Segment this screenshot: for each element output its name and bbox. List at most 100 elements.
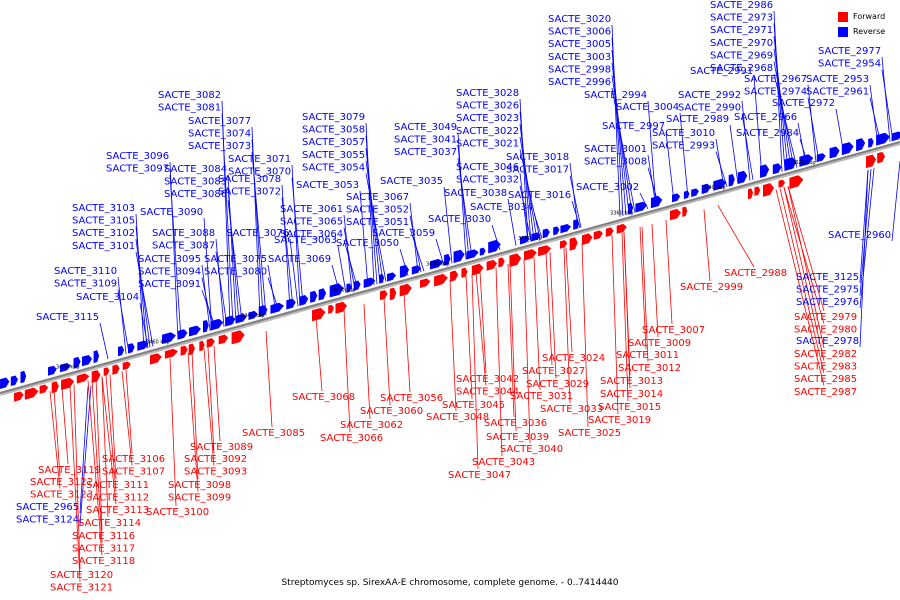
forward-leader <box>169 357 177 507</box>
reverse-gene-label: SACTE_3110 <box>54 266 117 277</box>
forward-gene-label: SACTE_3047 <box>448 470 511 481</box>
reverse-gene-label: SACTE_3109 <box>54 279 117 290</box>
reverse-leader <box>227 187 240 323</box>
reverse-leader <box>251 152 267 316</box>
reverse-gene <box>799 154 814 167</box>
reverse-gene <box>346 283 352 293</box>
forward-leader <box>523 259 531 444</box>
reverse-gene-label: SACTE_3086 <box>164 189 227 200</box>
forward-swatch <box>838 11 848 22</box>
reverse-gene <box>841 142 854 156</box>
reverse-gene <box>453 249 465 263</box>
forward-leader <box>121 371 133 466</box>
reverse-gene-label: SACTE_3006 <box>548 27 611 38</box>
forward-gene <box>180 345 188 356</box>
reverse-gene <box>868 138 874 148</box>
reverse-gene-label: SACTE_3017 <box>506 165 569 176</box>
reverse-gene-label: SACTE_3046 <box>456 162 519 173</box>
forward-gene <box>560 240 568 249</box>
reverse-leader <box>519 149 541 240</box>
forward-gene <box>866 154 877 168</box>
forward-gene-label: SACTE_3089 <box>190 442 253 453</box>
reverse-leader <box>221 113 234 325</box>
forward-gene-label: SACTE_3068 <box>292 392 355 403</box>
reverse-swatch <box>838 26 848 37</box>
reverse-gene-label: SACTE_2994 <box>584 90 647 101</box>
reverse-gene-label: SACTE_2967 <box>744 74 807 85</box>
forward-leader <box>87 380 103 556</box>
reverse-gene <box>48 365 57 376</box>
forward-gene-label: SACTE_2987 <box>794 387 857 398</box>
reverse-gene-label: SACTE_3076 <box>226 228 289 239</box>
reverse-gene-label: SACTE_3069 <box>268 254 331 265</box>
reverse-gene-label: SACTE_3037 <box>394 147 457 158</box>
forward-gene <box>434 273 448 287</box>
forward-gene-label: SACTE_3093 <box>184 467 247 478</box>
axis-tick-label: 3420 kbp <box>332 288 356 294</box>
reverse-gene-label: SACTE_3070 <box>228 167 291 178</box>
reverse-leader <box>859 169 869 284</box>
forward-gene-label: SACTE_2982 <box>794 349 857 360</box>
forward-gene <box>420 278 431 288</box>
reverse-leader <box>289 238 299 307</box>
forward-gene <box>14 391 24 402</box>
reverse-leader <box>365 160 384 283</box>
forward-leader <box>475 272 487 386</box>
reverse-gene-label: SACTE_3010 <box>652 128 715 139</box>
reverse-gene-label: SACTE_3034 <box>470 202 533 213</box>
reverse-gene <box>236 313 247 324</box>
forward-leader <box>207 347 215 454</box>
reverse-gene <box>876 132 890 146</box>
reverse-gene <box>628 202 634 215</box>
forward-gene-label: SACTE_3044 <box>456 387 519 398</box>
forward-gene-label: SACTE_3031 <box>510 391 573 402</box>
reverse-leader <box>79 385 92 526</box>
reverse-gene-label: SACTE_3079 <box>302 112 365 123</box>
reverse-gene-label: SACTE_3003 <box>548 52 611 63</box>
forward-leader <box>109 374 117 480</box>
label-leader-lines <box>49 10 900 582</box>
reverse-gene-label: SACTE_3050 <box>336 238 399 249</box>
reverse-gene-label: SACTE_3072 <box>218 187 281 198</box>
reverse-gene-label: SACTE_3041 <box>394 135 457 146</box>
reverse-leader <box>611 87 636 213</box>
reverse-gene <box>520 235 530 245</box>
reverse-gene <box>713 178 727 191</box>
forward-gene-label: SACTE_3025 <box>558 428 621 439</box>
forward-gene-label: SACTE_3066 <box>320 433 383 444</box>
reverse-leader <box>457 158 473 258</box>
forward-gene-label: SACTE_3015 <box>598 402 661 413</box>
forward-gene-label: SACTE_3033 <box>540 404 603 415</box>
forward-gene <box>231 330 245 345</box>
forward-leader <box>611 234 619 415</box>
reverse-leader <box>169 174 182 339</box>
reverse-gene-label: SACTE_2968 <box>710 63 773 74</box>
reverse-gene-label: SACTE_3095 <box>138 254 201 265</box>
forward-gene-label: SACTE_3014 <box>600 389 663 400</box>
forward-gene-label: SACTE_3107 <box>102 467 165 478</box>
reverse-leader <box>227 200 243 322</box>
forward-gene <box>486 259 498 271</box>
reverse-gene-label: SACTE_3004 <box>616 102 679 113</box>
forward-gene <box>471 263 484 276</box>
reverse-gene-label: SACTE_2965 <box>16 502 79 513</box>
reverse-gene <box>10 375 18 386</box>
forward-gene-label: SACTE_2999 <box>680 282 743 293</box>
reverse-gene-label: SACTE_3071 <box>228 154 291 165</box>
forward-gene <box>778 179 785 188</box>
forward-leader <box>783 187 825 324</box>
reverse-gene-label: SACTE_3061 <box>280 204 343 215</box>
reverse-gene-label: SACTE_2975 <box>796 285 859 296</box>
forward-gene-label: SACTE_3007 <box>642 325 705 336</box>
forward-gene-label: SACTE_2980 <box>794 325 857 336</box>
reverse-gene-label: SACTE_3063 <box>274 235 337 246</box>
reverse-gene <box>488 239 501 254</box>
forward-gene <box>112 364 120 375</box>
forward-gene-label: SACTE_3118 <box>72 556 135 567</box>
reverse-gene <box>128 343 135 354</box>
reverse-leader <box>291 177 304 305</box>
reverse-gene <box>318 288 327 301</box>
forward-leader <box>665 219 673 325</box>
reverse-gene-label: SACTE_3105 <box>72 216 135 227</box>
forward-gene-label: SACTE_3123 <box>30 490 93 501</box>
